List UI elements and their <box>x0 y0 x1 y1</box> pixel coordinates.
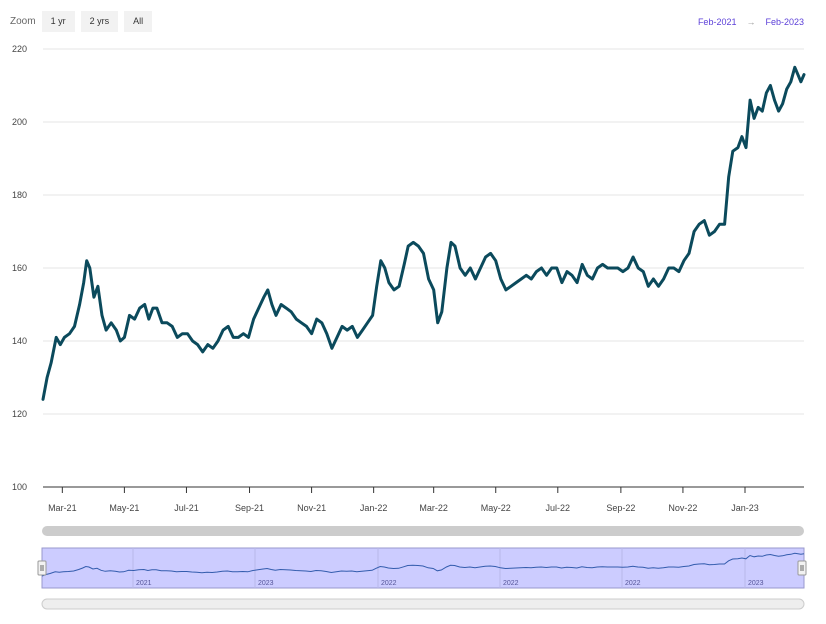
price-series-line <box>41 65 806 401</box>
grid-lines <box>43 48 804 415</box>
x-tick-label-May-22: May-22 <box>481 503 511 513</box>
navigator[interactable]: 2021 2023 2022 2022 2022 2023 <box>37 547 807 589</box>
zoom-all-button[interactable]: All <box>124 10 153 32</box>
x-tick-label-Jul-22: Jul-22 <box>546 503 571 513</box>
navigator-year-label: 2022 <box>625 580 641 587</box>
range-to-date[interactable]: Feb-2023 <box>765 17 804 27</box>
navigator-scrollbar[interactable] <box>41 598 805 610</box>
zoom-2yrs-button[interactable]: 2 yrs <box>80 10 119 32</box>
zoom-1yr-button[interactable]: 1 yr <box>41 10 75 32</box>
navigator-year-label: 2022 <box>381 580 397 587</box>
x-tick-label-Sep-22: Sep-22 <box>606 503 635 513</box>
navigator-year-label: 2023 <box>748 580 764 587</box>
x-tick-label-Nov-22: Nov-22 <box>668 503 697 513</box>
zoom-bar: Zoom 1 yr 2 yrs All <box>10 10 158 32</box>
x-tick-label-Jan-23: Jan-23 <box>731 503 759 513</box>
x-axis-labels: Mar-21 May-21 Jul-21 Sep-21 Nov-21 Jan-22 Mar-… <box>48 503 759 513</box>
navigator-series-line <box>41 552 805 577</box>
y-tick-label-100: 100 <box>12 482 27 492</box>
x-tick-label-Mar-22: Mar-22 <box>419 503 448 513</box>
x-tick-label-Jul-21: Jul-21 <box>174 503 199 513</box>
x-axis-ticks <box>61 487 746 493</box>
x-tick-label-Sep-21: Sep-21 <box>235 503 264 513</box>
x-tick-label-Nov-21: Nov-21 <box>297 503 326 513</box>
navigator-year-label: 2021 <box>136 580 152 587</box>
navigator-year-label: 2023 <box>258 580 274 587</box>
y-tick-label-220: 220 <box>12 44 27 54</box>
y-tick-label-200: 200 <box>12 117 27 127</box>
scrollbar-track[interactable] <box>42 526 804 536</box>
arrow-right-icon: → <box>746 17 756 27</box>
y-axis-labels: 100 120 140 160 180 200 220 <box>12 44 27 492</box>
navigator-right-handle[interactable] <box>797 560 807 576</box>
x-tick-label-Jan-22: Jan-22 <box>360 503 388 513</box>
range-from-date[interactable]: Feb-2021 <box>697 17 737 27</box>
zoom-label: Zoom <box>10 15 36 27</box>
navigator-left-handle[interactable] <box>37 560 47 576</box>
y-tick-label-140: 140 <box>12 336 27 346</box>
x-tick-label-May-21: May-21 <box>109 503 139 513</box>
y-tick-label-160: 160 <box>12 263 27 273</box>
navigator-selection[interactable] <box>41 547 805 589</box>
navigator-year-label: 2022 <box>503 580 519 587</box>
y-tick-label-180: 180 <box>12 190 27 200</box>
navigator-year-labels: 2021 2023 2022 2022 2022 2023 <box>136 580 764 587</box>
y-tick-label-120: 120 <box>12 409 27 419</box>
date-range-display: Feb-2021 → Feb-2023 <box>698 17 804 27</box>
x-tick-label-Mar-21: Mar-21 <box>48 503 77 513</box>
